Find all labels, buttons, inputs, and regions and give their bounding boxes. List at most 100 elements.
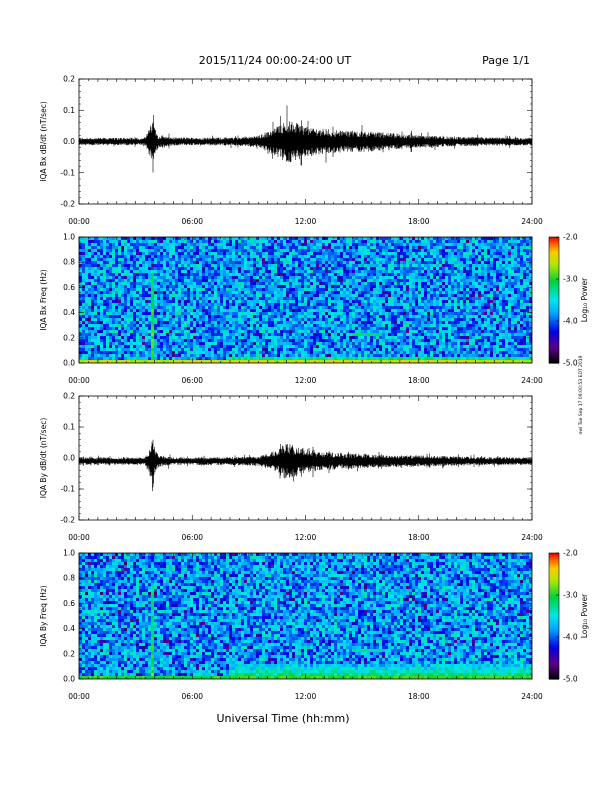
heatmap-cell (91, 258, 94, 261)
heatmap-cell (214, 285, 217, 288)
heatmap-cell (148, 285, 151, 288)
heatmap-cell (451, 252, 454, 255)
heatmap-cell (385, 276, 388, 279)
heatmap-cell (259, 324, 262, 327)
heatmap-cell (448, 330, 451, 333)
heatmap-cell (163, 315, 166, 318)
heatmap-cell (346, 327, 349, 330)
heatmap-cell (460, 255, 463, 258)
heatmap-cell (403, 273, 406, 276)
heatmap-cell (286, 255, 289, 258)
heatmap-cell (202, 237, 205, 240)
heatmap-cell (175, 261, 178, 264)
heatmap-cell (364, 264, 367, 267)
heatmap-cell (94, 279, 97, 282)
heatmap-cell (172, 267, 175, 270)
heatmap-cell (127, 297, 130, 300)
heatmap-cell (388, 276, 391, 279)
heatmap-cell (244, 276, 247, 279)
heatmap-cell (130, 264, 133, 267)
heatmap-cell (184, 318, 187, 321)
heatmap-cell (127, 312, 130, 315)
heatmap-cell (424, 279, 427, 282)
heatmap-cell (355, 255, 358, 258)
heatmap-cell (349, 297, 352, 300)
heatmap-cell (229, 264, 232, 267)
heatmap-cell (523, 300, 526, 303)
heatmap-cell (184, 303, 187, 306)
heatmap-cell (91, 240, 94, 243)
heatmap-cell (403, 240, 406, 243)
heatmap-cell (361, 279, 364, 282)
heatmap-cell (298, 267, 301, 270)
heatmap-cell (307, 273, 310, 276)
heatmap-cell (448, 240, 451, 243)
heatmap-cell (385, 264, 388, 267)
heatmap-cell (100, 321, 103, 324)
heatmap-cell (391, 273, 394, 276)
heatmap-cell (292, 258, 295, 261)
heatmap-cell (367, 273, 370, 276)
heatmap-cell (409, 246, 412, 249)
heatmap-cell (211, 258, 214, 261)
heatmap-cell (250, 273, 253, 276)
heatmap-cell (202, 240, 205, 243)
heatmap-cell (505, 267, 508, 270)
heatmap-cell (355, 294, 358, 297)
heatmap-cell (379, 267, 382, 270)
heatmap-cell (454, 246, 457, 249)
heatmap-cell (472, 285, 475, 288)
heatmap-cell (286, 318, 289, 321)
heatmap-cell (298, 279, 301, 282)
heatmap-cell (286, 279, 289, 282)
heatmap-cell (319, 267, 322, 270)
heatmap-cell (406, 243, 409, 246)
heatmap-cell (505, 327, 508, 330)
heatmap-cell (235, 252, 238, 255)
heatmap-cell (475, 285, 478, 288)
heatmap-cell (274, 267, 277, 270)
heatmap-cell (424, 303, 427, 306)
heatmap-cell (421, 249, 424, 252)
heatmap-cell (199, 285, 202, 288)
heatmap-cell (193, 276, 196, 279)
heatmap-cell (169, 291, 172, 294)
heatmap-cell (196, 288, 199, 291)
heatmap-cell (331, 240, 334, 243)
heatmap-cell (187, 246, 190, 249)
heatmap-cell (223, 288, 226, 291)
heatmap-cell (103, 309, 106, 312)
heatmap-cell (508, 255, 511, 258)
heatmap-cell (469, 294, 472, 297)
heatmap-cell (274, 300, 277, 303)
heatmap-cell (220, 285, 223, 288)
heatmap-cell (262, 264, 265, 267)
heatmap-cell (403, 312, 406, 315)
heatmap-cell (349, 294, 352, 297)
heatmap-cell (166, 285, 169, 288)
heatmap-cell (445, 243, 448, 246)
heatmap-cell (91, 243, 94, 246)
heatmap-cell (448, 237, 451, 240)
heatmap-cell (490, 267, 493, 270)
heatmap-cell (388, 240, 391, 243)
heatmap-cell (115, 270, 118, 273)
heatmap-cell (388, 315, 391, 318)
heatmap-cell (343, 285, 346, 288)
heatmap-cell (340, 330, 343, 333)
heatmap-cell (304, 294, 307, 297)
heatmap-cell (301, 282, 304, 285)
heatmap-cell (148, 306, 151, 309)
heatmap-cell (214, 294, 217, 297)
heatmap-cell (85, 294, 88, 297)
heatmap-cell (208, 243, 211, 246)
heatmap-cell (505, 273, 508, 276)
heatmap-cell (112, 264, 115, 267)
heatmap-cell (367, 249, 370, 252)
heatmap-cell (526, 237, 529, 240)
heatmap-cell (199, 243, 202, 246)
heatmap-cell (493, 276, 496, 279)
heatmap-cell (265, 246, 268, 249)
heatmap-cell (304, 279, 307, 282)
heatmap-cell (466, 300, 469, 303)
